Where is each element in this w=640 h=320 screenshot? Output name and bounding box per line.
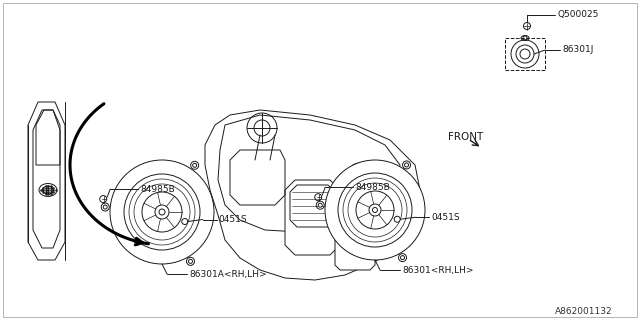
Circle shape xyxy=(182,219,188,225)
Circle shape xyxy=(110,160,214,264)
Text: Q500025: Q500025 xyxy=(557,11,598,20)
Text: 86301J: 86301J xyxy=(562,45,593,54)
Circle shape xyxy=(511,40,539,68)
Text: 0451S: 0451S xyxy=(431,213,460,222)
Circle shape xyxy=(193,163,196,167)
Text: 86301<RH,LH>: 86301<RH,LH> xyxy=(402,266,474,275)
Circle shape xyxy=(404,163,408,167)
Text: 84985B: 84985B xyxy=(140,185,175,194)
Circle shape xyxy=(524,22,531,29)
Circle shape xyxy=(103,205,108,209)
Text: 0451S: 0451S xyxy=(219,215,248,224)
Text: FRONT: FRONT xyxy=(448,132,483,142)
Circle shape xyxy=(394,216,400,222)
Circle shape xyxy=(318,203,322,207)
Polygon shape xyxy=(205,110,420,280)
Text: 84985B: 84985B xyxy=(355,183,390,192)
Circle shape xyxy=(325,160,425,260)
Circle shape xyxy=(189,260,193,263)
Polygon shape xyxy=(28,102,65,260)
Text: 86301A<RH,LH>: 86301A<RH,LH> xyxy=(189,269,267,278)
Text: A862001132: A862001132 xyxy=(555,308,612,316)
Bar xyxy=(505,38,545,70)
Polygon shape xyxy=(285,180,340,255)
Polygon shape xyxy=(335,235,375,270)
Circle shape xyxy=(401,256,404,260)
